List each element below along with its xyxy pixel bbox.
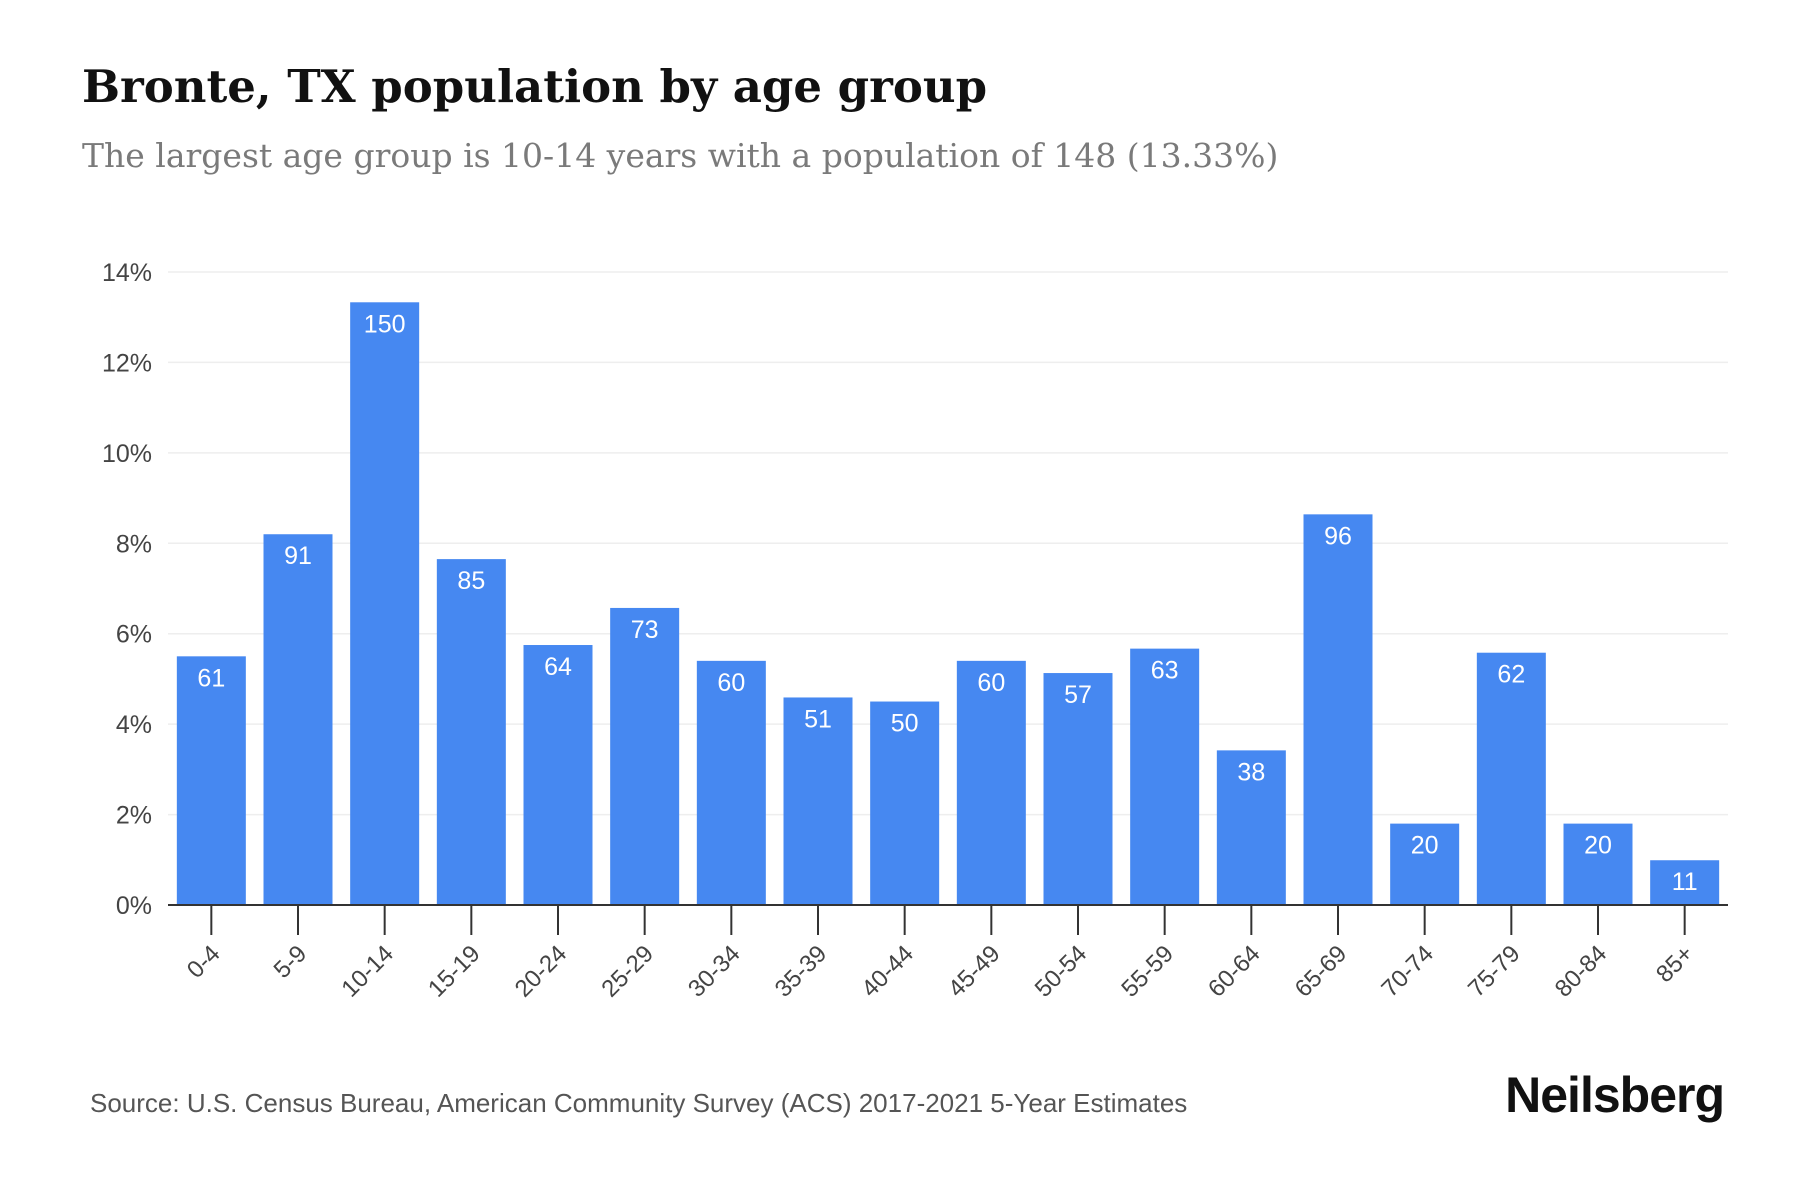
x-tick-label: 15-19	[423, 940, 486, 1003]
bar-data-label: 91	[284, 542, 312, 570]
x-tick-label: 75-79	[1463, 940, 1526, 1003]
x-tick-label: 45-49	[943, 940, 1006, 1003]
y-tick-label: 2%	[116, 802, 152, 830]
bar-30-34	[696, 660, 766, 905]
bar-data-label: 51	[804, 705, 832, 733]
x-tick-label: 5-9	[269, 940, 313, 984]
bar-15-19	[436, 559, 506, 905]
bar-60-64	[1216, 750, 1286, 905]
y-tick-label: 12%	[102, 349, 152, 377]
bar-data-label: 63	[1151, 657, 1179, 685]
bar-data-label: 64	[544, 653, 572, 681]
bar-20-24	[523, 645, 593, 905]
bar-40-44	[870, 701, 940, 905]
x-tick-label: 20-24	[510, 940, 573, 1003]
y-tick-label: 6%	[116, 621, 152, 649]
y-tick-label: 8%	[116, 530, 152, 558]
source-note: Source: U.S. Census Bureau, American Com…	[90, 1088, 1188, 1118]
chart-title: Bronte, TX population by age group	[82, 60, 988, 113]
bar-50-54	[1043, 673, 1113, 905]
bar-data-label: 50	[891, 710, 919, 738]
bar-data-label: 20	[1411, 832, 1439, 860]
x-tick-label: 80-84	[1550, 940, 1613, 1003]
x-tick-label: 55-59	[1116, 940, 1179, 1003]
x-tick-label: 40-44	[856, 940, 919, 1003]
y-tick-label: 14%	[102, 259, 152, 287]
bar-55-59	[1130, 648, 1200, 905]
bar-5-9	[263, 534, 333, 905]
y-tick-label: 10%	[102, 440, 152, 468]
y-tick-label: 4%	[116, 711, 152, 739]
bar-data-label: 85	[457, 567, 485, 595]
bar-data-label: 57	[1064, 681, 1092, 709]
chart-subtitle: The largest age group is 10-14 years wit…	[82, 136, 1279, 175]
bar-data-label: 20	[1584, 832, 1612, 860]
x-tick-label: 35-39	[770, 940, 833, 1003]
x-tick-label: 65-69	[1290, 940, 1353, 1003]
bar-data-label: 60	[977, 669, 1005, 697]
bar-chart: 0% 2% 4% 6% 8% 10% 12% 14% 61 0-4 91 5-9 150 10-14 85 1…	[102, 259, 1728, 1003]
x-tick-label: 50-54	[1030, 940, 1093, 1003]
bar-0-4	[176, 656, 246, 905]
bar-70-74	[1390, 823, 1460, 905]
bar-65-69	[1303, 514, 1373, 905]
bar-data-label: 73	[631, 616, 659, 644]
bar-75-79	[1476, 652, 1546, 905]
x-tick-label: 60-64	[1203, 940, 1266, 1003]
bar-25-29	[610, 607, 680, 905]
bar-45-49	[956, 660, 1026, 905]
bar-85+	[1650, 860, 1720, 905]
bar-10-14	[350, 302, 420, 905]
bar-data-label: 61	[197, 664, 225, 692]
bar-data-label: 11	[1672, 868, 1698, 896]
brand-logo: Neilsberg	[1505, 1067, 1725, 1123]
bar-data-label: 150	[364, 310, 406, 338]
x-tick-label: 30-34	[683, 940, 746, 1003]
y-tick-label: 0%	[116, 892, 152, 920]
bar-data-label: 62	[1497, 661, 1525, 689]
x-tick-label: 70-74	[1376, 940, 1439, 1003]
bar-80-84	[1563, 823, 1633, 905]
bar-data-label: 38	[1237, 758, 1265, 786]
x-tick-label: 85+	[1651, 940, 1699, 988]
bar-35-39	[783, 697, 853, 905]
x-tick-label: 10-14	[336, 940, 399, 1003]
bar-data-label: 60	[717, 669, 745, 697]
x-tick-label: 25-29	[596, 940, 659, 1003]
bar-data-label: 96	[1324, 522, 1352, 550]
x-tick-label: 0-4	[182, 940, 226, 984]
